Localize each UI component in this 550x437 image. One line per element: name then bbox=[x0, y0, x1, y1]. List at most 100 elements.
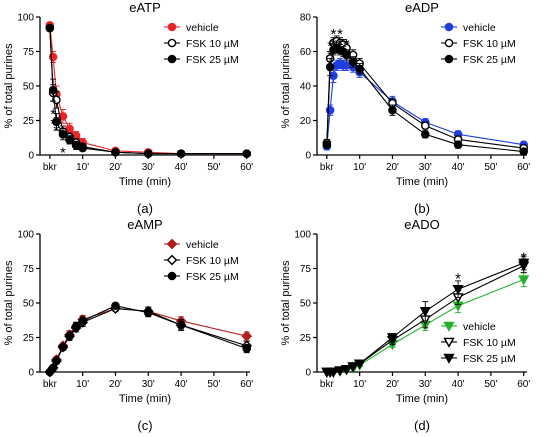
chart-panel-a: eATP 0 25 50 75 100 bkr 10' 20' 30' 40' 50' 60' Time … bbox=[3, 0, 253, 216]
series-2 bbox=[45, 301, 252, 377]
data-point bbox=[48, 363, 58, 373]
x-tick-label: 40' bbox=[175, 379, 188, 390]
legend-marker bbox=[443, 321, 455, 332]
y-tick-label: 100 bbox=[17, 230, 34, 241]
y-tick-label: 75 bbox=[23, 264, 35, 275]
y-tick-label: 50 bbox=[23, 299, 35, 310]
legend-label: vehicle bbox=[463, 321, 496, 333]
series-2 bbox=[321, 255, 530, 378]
x-tick-label: 50' bbox=[207, 379, 220, 390]
y-tick-label: 80 bbox=[300, 13, 312, 24]
panel-label: (d) bbox=[414, 418, 430, 433]
legend: vehicle FSK 10 µM FSK 25 µM bbox=[441, 22, 516, 66]
x-tick-label: bkr bbox=[320, 379, 335, 390]
y-tick-label: 0 bbox=[28, 151, 34, 162]
significance-star: * bbox=[50, 116, 56, 133]
data-point bbox=[453, 140, 463, 149]
significance-star: * bbox=[327, 38, 333, 55]
x-tick-label: 20' bbox=[386, 162, 399, 173]
legend-label: vehicle bbox=[186, 22, 219, 34]
data-point bbox=[419, 307, 431, 318]
data-point bbox=[111, 147, 120, 157]
data-point bbox=[65, 331, 74, 341]
legend: vehicle FSK 10 µM FSK 25 µM bbox=[164, 238, 239, 283]
data-point bbox=[420, 121, 430, 130]
y-tick-label: 0 bbox=[28, 368, 34, 379]
x-tick-label: 30' bbox=[419, 162, 432, 173]
data-point bbox=[386, 333, 399, 344]
data-point bbox=[340, 365, 353, 376]
significance-star: * bbox=[330, 26, 336, 43]
y-tick-label: 40 bbox=[300, 82, 312, 93]
y-tick-label: 0 bbox=[305, 368, 311, 379]
x-tick-label: 50' bbox=[484, 379, 497, 390]
x-tick-label: 10' bbox=[76, 162, 89, 173]
legend-label: FSK 10 µM bbox=[463, 337, 516, 349]
legend-label: FSK 10 µM bbox=[186, 255, 239, 267]
chart-panel-c: eAMP 0 25 50 75 100 bkr 10' 20' 30' 40' 50' 60' Time … bbox=[3, 217, 253, 433]
x-tick-label: 10' bbox=[353, 162, 366, 173]
panel-label: (b) bbox=[414, 201, 430, 216]
data-point bbox=[71, 322, 81, 331]
data-point bbox=[58, 129, 68, 139]
y-tick-label: 25 bbox=[23, 116, 35, 127]
x-tick-label: bkr bbox=[43, 162, 58, 173]
legend-marker bbox=[166, 238, 178, 250]
data-point bbox=[242, 344, 252, 353]
y-tick-label: 50 bbox=[300, 299, 312, 310]
significance-star: * bbox=[455, 270, 461, 287]
chart-panel-b: eADP 0 20 40 60 80 bkr 10' 20' 30' 40' 50' 60' Time (… bbox=[280, 0, 530, 216]
significance-star: * bbox=[344, 36, 350, 53]
x-tick-label: 40' bbox=[175, 162, 188, 173]
x-tick-label: 20' bbox=[109, 379, 122, 390]
significance-star: * bbox=[53, 113, 59, 130]
significance-star: * bbox=[337, 36, 343, 53]
data-point bbox=[322, 140, 332, 149]
data-point bbox=[518, 275, 530, 286]
x-tick-label: 60' bbox=[517, 379, 530, 390]
data-point bbox=[420, 129, 430, 139]
chart-title: eAMP bbox=[127, 217, 162, 232]
legend-label: FSK 25 µM bbox=[463, 54, 516, 66]
data-point bbox=[519, 147, 529, 156]
y-tick-label: 25 bbox=[23, 333, 35, 344]
x-axis-label: Time (min) bbox=[119, 176, 171, 188]
data-point bbox=[354, 359, 366, 370]
data-point bbox=[48, 85, 58, 95]
legend-label: FSK 25 µM bbox=[463, 353, 516, 365]
x-tick-label: 30' bbox=[142, 379, 155, 390]
y-axis-label: % of total purines bbox=[280, 43, 292, 128]
data-point bbox=[348, 57, 358, 67]
data-point bbox=[65, 135, 74, 145]
data-point bbox=[452, 284, 464, 296]
significance-star: * bbox=[50, 106, 56, 123]
y-tick-label: 25 bbox=[300, 333, 312, 344]
significance-star: * bbox=[521, 250, 527, 267]
legend-marker bbox=[167, 54, 177, 64]
x-tick-label: 30' bbox=[419, 379, 432, 390]
x-tick-label: 60' bbox=[240, 162, 253, 173]
x-axis-label: Time (min) bbox=[119, 393, 171, 405]
y-tick-label: 60 bbox=[300, 47, 312, 58]
legend-label: vehicle bbox=[463, 22, 496, 34]
y-axis-label: % of total purines bbox=[3, 43, 15, 128]
significance-star: * bbox=[337, 26, 343, 43]
data-point bbox=[388, 105, 397, 115]
data-point bbox=[78, 143, 87, 153]
legend-label: FSK 25 µM bbox=[186, 271, 239, 283]
y-axis-label: % of total purines bbox=[3, 260, 15, 345]
y-tick-label: 75 bbox=[300, 264, 312, 275]
data-point bbox=[242, 149, 252, 158]
legend-marker bbox=[166, 254, 178, 266]
data-point bbox=[518, 258, 530, 269]
data-point bbox=[355, 64, 364, 74]
chart-title: eADO bbox=[404, 217, 439, 232]
significance-star: * bbox=[60, 144, 66, 161]
legend-marker bbox=[167, 22, 177, 32]
legend-marker bbox=[443, 337, 455, 348]
data-point bbox=[52, 117, 61, 127]
legend-marker bbox=[443, 353, 455, 364]
data-point bbox=[143, 149, 153, 158]
x-tick-label: 20' bbox=[386, 379, 399, 390]
